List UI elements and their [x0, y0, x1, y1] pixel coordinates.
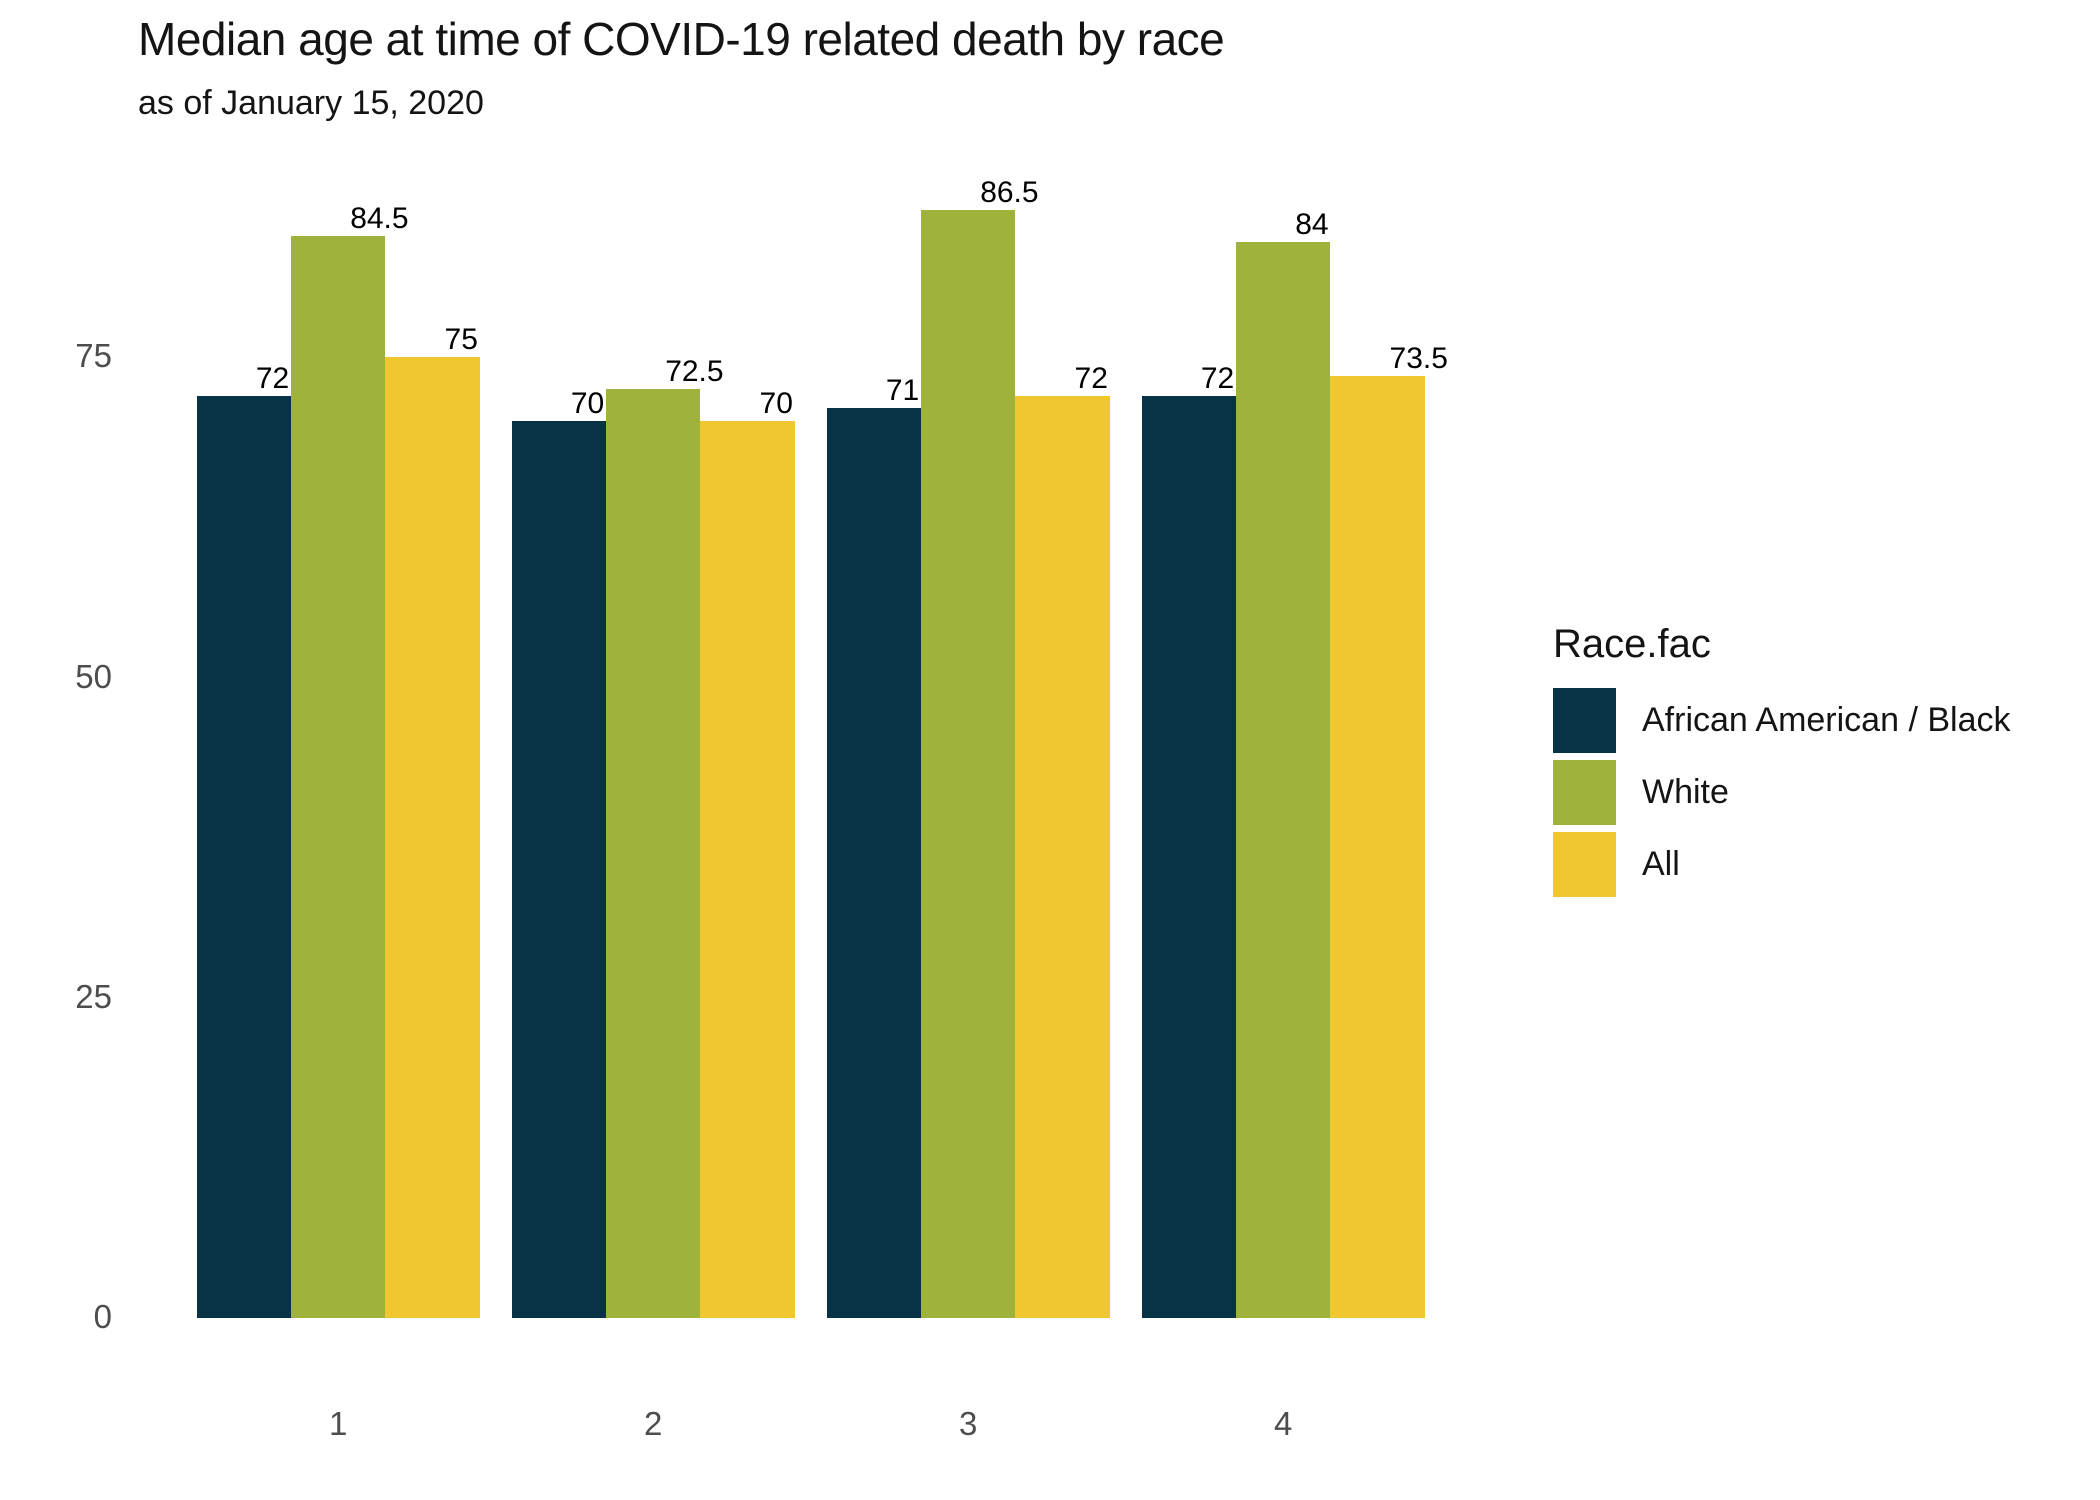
bar-all-group-3	[1015, 395, 1110, 1318]
bar-value-label: 84.5	[350, 201, 409, 235]
bar-value-label: 70	[759, 387, 793, 421]
bar-african-american-black-group-2	[511, 421, 607, 1318]
bar-all-group-4	[1330, 376, 1425, 1318]
bar-value-label: 72	[1074, 361, 1108, 395]
x-axis-tick-label: 4	[1274, 1405, 1293, 1442]
y-axis-tick-label: 25	[75, 977, 112, 1015]
legend-swatch-icon	[1553, 832, 1616, 897]
y-axis-tick-label: 50	[75, 657, 112, 695]
bar-value-label: 73.5	[1389, 342, 1448, 376]
legend-row: All	[1553, 832, 2010, 897]
bar-african-american-black-group-3	[826, 408, 922, 1318]
x-axis-tick-label: 1	[329, 1405, 348, 1442]
bar-white-group-2	[606, 389, 701, 1318]
bar-value-label: 72.5	[665, 355, 724, 389]
legend-swatch-icon	[1553, 760, 1616, 825]
bar-african-american-black-group-1	[196, 395, 292, 1318]
legend-label: All	[1642, 845, 1680, 883]
x-axis-tick-label: 3	[959, 1405, 978, 1442]
bar-value-label: 75	[444, 323, 478, 357]
bar-all-group-1	[385, 357, 480, 1318]
bar-all-group-2	[700, 421, 795, 1318]
y-axis-tick-label: 75	[75, 337, 112, 375]
bar-value-label: 84	[1295, 207, 1329, 241]
legend-row: White	[1553, 760, 2010, 825]
legend-row: African American / Black	[1553, 688, 2010, 753]
legend-rows: African American / Black White All	[1553, 688, 2010, 897]
legend-title: Race.fac	[1553, 622, 1711, 666]
bar-african-american-black-group-4	[1141, 395, 1237, 1318]
bar-value-label: 86.5	[980, 175, 1039, 209]
chart-title: Median age at time of COVID-19 related d…	[138, 13, 1225, 65]
legend-label: African American / Black	[1642, 701, 2011, 739]
bar-white-group-4	[1236, 241, 1331, 1318]
bar-value-label: 70	[570, 387, 605, 421]
bar-value-label: 71	[885, 374, 920, 408]
legend-label: White	[1642, 773, 1729, 811]
chart-subtitle: as of January 15, 2020	[138, 84, 484, 122]
legend-swatch-icon	[1553, 688, 1616, 753]
bar-value-label: 72	[1200, 361, 1235, 395]
bar-value-label: 72	[255, 361, 290, 395]
y-axis-tick-label: 0	[93, 1298, 112, 1335]
bar-white-group-3	[921, 209, 1016, 1318]
bar-white-group-1	[291, 235, 386, 1318]
x-axis-tick-label: 2	[644, 1405, 663, 1442]
legend: Race.fac African American / Black White Al…	[1553, 622, 2010, 904]
